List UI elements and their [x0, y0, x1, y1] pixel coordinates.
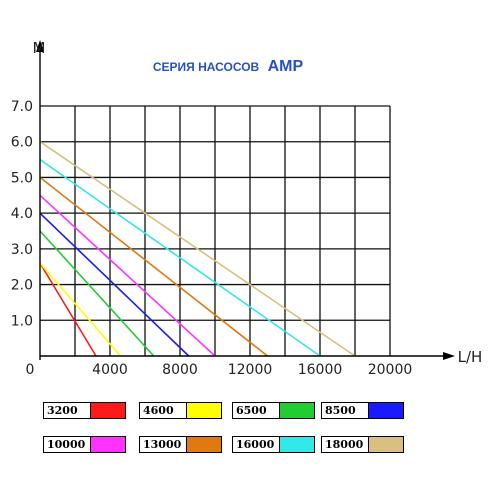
series-line-3200	[39, 262, 97, 357]
legend-swatch	[90, 436, 126, 453]
series-line-6500	[39, 230, 155, 357]
y-tick-label: 5.0	[11, 170, 33, 186]
y-axis-label: M	[33, 39, 46, 57]
grid	[40, 105, 391, 356]
legend-swatch	[279, 402, 315, 419]
legend-label: 3200	[43, 402, 92, 419]
x-tick-label: 12000	[228, 362, 273, 378]
y-axis-arrow-icon	[36, 40, 44, 52]
legend-swatch	[279, 436, 315, 453]
y-tick-label: 7.0	[11, 99, 33, 115]
series-line-4600	[39, 262, 122, 357]
y-tick-label: 1.0	[11, 313, 33, 329]
series-line-18000	[39, 141, 356, 357]
legend-label: 13000	[139, 436, 188, 453]
chart-title-emphasis: AMP	[268, 58, 304, 75]
legend-swatch	[90, 402, 126, 419]
legend-swatch	[186, 436, 222, 453]
legend-swatch	[186, 402, 222, 419]
legend-label: 10000	[43, 436, 92, 453]
x-axis-arrow-icon	[443, 352, 455, 360]
series-lines	[39, 141, 356, 357]
series-line-8500	[39, 212, 190, 357]
legend-label: 8500	[321, 402, 370, 419]
x-tick-label: 8000	[162, 362, 198, 378]
legend-label: 4600	[139, 402, 188, 419]
tick-labels: 1.0 2.0 3.0 4.0 5.0 6.0 7.0 0 4000 8000 12000 16000…	[11, 99, 413, 378]
y-tick-label: 3.0	[11, 242, 33, 258]
x-axis-label: L/H	[458, 348, 483, 366]
series-line-16000	[39, 158, 321, 357]
legend-swatch	[368, 436, 404, 453]
y-tick-label: 6.0	[11, 135, 33, 151]
legend-label: 16000	[232, 436, 281, 453]
y-tick-label: 4.0	[11, 206, 33, 222]
x-tick-label: 0	[26, 362, 35, 378]
series-line-13000	[39, 176, 268, 357]
axes	[36, 40, 455, 360]
chart-title-main: СЕРИЯ НАСОСОВ	[153, 60, 260, 74]
series-line-10000	[39, 194, 216, 357]
y-tick-label: 2.0	[11, 278, 33, 294]
legend-swatch	[368, 402, 404, 419]
x-tick-label: 4000	[92, 362, 128, 378]
legend-label: 6500	[232, 402, 281, 419]
x-tick-label: 20000	[368, 362, 413, 378]
legend-label: 18000	[321, 436, 370, 453]
chart-title: СЕРИЯ НАСОСОВ AMP	[153, 58, 304, 75]
x-tick-label: 16000	[298, 362, 343, 378]
